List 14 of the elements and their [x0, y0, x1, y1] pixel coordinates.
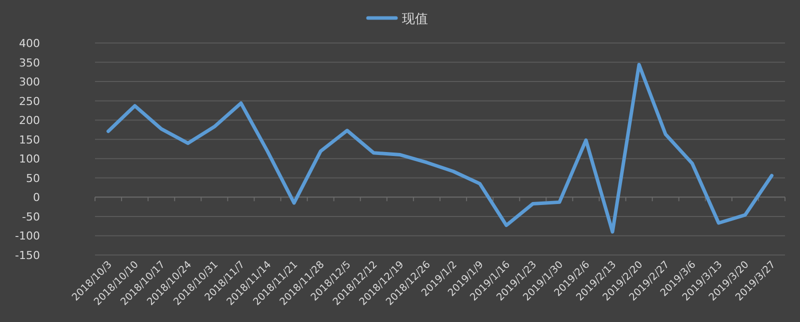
y-tick-label: 400 [19, 37, 40, 50]
y-tick-label: -150 [15, 249, 40, 262]
y-tick-label: -50 [22, 210, 40, 224]
y-tick-label: 250 [19, 94, 40, 108]
legend-label: 现值 [402, 12, 428, 27]
y-tick-label: 0 [33, 191, 40, 204]
y-tick-label: 150 [19, 133, 40, 146]
legend: 现值 [366, 12, 428, 27]
y-tick-label: 300 [19, 76, 40, 89]
y-tick-label: 100 [19, 152, 40, 166]
y-tick-label: -100 [15, 230, 40, 243]
y-tick-label: 200 [19, 114, 40, 128]
y-tick-label: 50 [26, 172, 40, 185]
y-tick-label: 350 [19, 56, 40, 70]
